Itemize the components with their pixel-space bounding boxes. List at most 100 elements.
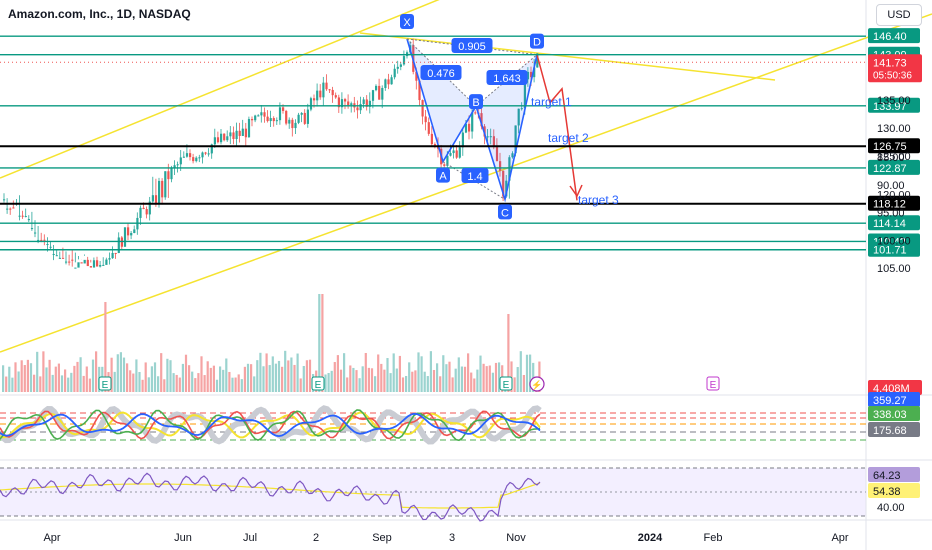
volume-bar xyxy=(42,351,45,392)
candle-body xyxy=(229,132,232,137)
volume-bar xyxy=(460,366,463,392)
candle-body xyxy=(74,267,77,269)
volume-bar xyxy=(473,378,476,392)
candle-body xyxy=(530,71,533,78)
candle-body xyxy=(185,153,189,157)
volume-bar xyxy=(138,371,141,392)
candle-body xyxy=(325,82,328,90)
volume-bar xyxy=(157,376,160,392)
volume-bar xyxy=(380,363,383,392)
candle-body xyxy=(241,128,244,136)
candle-body xyxy=(536,53,539,68)
candle-body xyxy=(257,115,260,117)
oscillator-value-label: 359.27 xyxy=(873,395,907,407)
volume-bar xyxy=(377,354,380,392)
ratio-label-xb-background xyxy=(420,65,462,80)
candle-body xyxy=(216,137,220,143)
rsi-tick-label: 40.00 xyxy=(877,502,905,514)
candle-body xyxy=(399,64,402,67)
volume-bar xyxy=(91,359,95,392)
candle-body xyxy=(117,237,120,254)
oscillator-value-tag xyxy=(868,422,920,437)
volume-bar xyxy=(442,355,445,392)
candle-body xyxy=(176,164,179,166)
volume-bar xyxy=(200,356,203,392)
candle-body xyxy=(123,227,127,247)
earnings-marker-box xyxy=(499,376,513,391)
volume-bar xyxy=(389,373,392,392)
time-tick-label: Apr xyxy=(831,532,848,544)
candle-body xyxy=(384,79,387,88)
volume-bar xyxy=(237,374,240,392)
candle-body xyxy=(424,116,427,123)
candle-body xyxy=(21,215,24,217)
candle-body xyxy=(362,99,365,105)
candle-body xyxy=(154,195,158,205)
volume-bar xyxy=(454,368,457,392)
candle-body xyxy=(213,137,216,145)
volume-bar xyxy=(302,365,305,392)
candle-body xyxy=(523,79,526,109)
volume-bar xyxy=(153,362,157,392)
candle-body xyxy=(43,239,46,241)
candle-body xyxy=(461,132,464,148)
volume-bar xyxy=(191,371,194,392)
volume-bar xyxy=(219,366,222,392)
volume-bar xyxy=(57,363,60,392)
volume-bar xyxy=(516,367,519,392)
candle-body xyxy=(238,130,241,136)
volume-bar xyxy=(104,302,107,392)
candle-body xyxy=(68,261,71,263)
oscillator-value-label: 338.03 xyxy=(873,409,907,421)
candle-body xyxy=(247,119,251,138)
volume-bar xyxy=(284,350,287,392)
candle-body xyxy=(297,114,300,123)
volume-bar xyxy=(538,361,541,392)
volume-bar xyxy=(169,360,172,392)
volume-bar xyxy=(463,366,467,392)
volume-bar xyxy=(147,377,150,392)
candle-body xyxy=(340,99,344,108)
point-label-x-background xyxy=(400,13,414,29)
candle-body xyxy=(220,133,223,143)
volume-bar xyxy=(327,373,330,392)
candle-body xyxy=(99,265,102,267)
candle-body xyxy=(511,153,514,158)
price-tick-label: 125.00 xyxy=(877,151,911,163)
volume-bar xyxy=(367,367,370,392)
ratio-label-ac-background xyxy=(461,168,489,183)
volume-bar xyxy=(110,357,113,392)
price-tick-label: 95.00 xyxy=(877,208,905,220)
volume-bar xyxy=(188,365,191,392)
volume-bar xyxy=(88,378,91,392)
channel-upper-line xyxy=(0,0,440,179)
rsi-value-tag xyxy=(868,467,920,482)
candle-body xyxy=(195,157,198,162)
volume-bar xyxy=(119,352,122,392)
candle-body xyxy=(111,252,114,259)
symbol-title[interactable]: Amazon.com, Inc., 1D, NASDAQ xyxy=(8,7,191,21)
candle-body xyxy=(505,180,508,197)
earnings-marker-box xyxy=(98,376,112,391)
rsi-pane: 64.23 54.38 40.00 xyxy=(0,467,920,522)
volume-bar xyxy=(271,356,274,392)
candle-body xyxy=(6,208,9,210)
candle-body xyxy=(83,259,86,264)
volume-bar xyxy=(339,369,343,392)
candle-body xyxy=(464,123,468,133)
last-price-label: 141.73 xyxy=(873,57,907,69)
volume-bar xyxy=(525,354,529,392)
level-price-tag xyxy=(868,241,920,257)
candle-body xyxy=(468,123,471,132)
level-price-tag xyxy=(868,97,920,113)
volume-bar xyxy=(2,365,5,392)
volume-bar xyxy=(333,362,336,392)
candle-body xyxy=(189,153,192,158)
point-label-b: B xyxy=(472,97,479,109)
volume-bar xyxy=(262,366,265,392)
volume-bar xyxy=(243,366,246,392)
volume-bar xyxy=(457,357,460,392)
candle-body xyxy=(402,56,406,65)
currency-button[interactable]: USD xyxy=(876,4,922,26)
